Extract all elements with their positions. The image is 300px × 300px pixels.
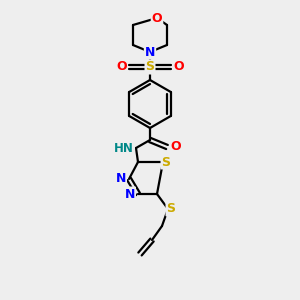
Text: O: O (173, 61, 184, 74)
Text: O: O (170, 140, 181, 154)
Text: N: N (116, 172, 126, 185)
Text: S: S (167, 202, 176, 215)
Text: O: O (152, 11, 162, 25)
Text: S: S (146, 61, 154, 74)
Text: N: N (145, 46, 155, 59)
Text: N: N (124, 188, 135, 200)
Text: O: O (116, 61, 127, 74)
Text: S: S (161, 155, 170, 169)
Text: HN: HN (114, 142, 134, 154)
